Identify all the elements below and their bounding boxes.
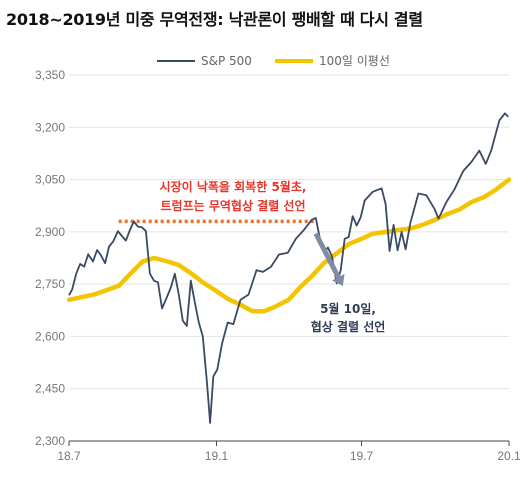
series-line-sp500	[68, 112, 509, 424]
y-tick-label: 3,200	[35, 120, 65, 134]
y-tick-label: 3,050	[35, 173, 65, 187]
y-tick-label: 3,350	[35, 68, 65, 82]
y-tick-label: 2,300	[35, 434, 65, 448]
y-tick-label: 2,450	[35, 382, 65, 396]
annotation-dark-line-2: 협상 결렬 선언	[311, 319, 386, 334]
arrow-head	[332, 273, 345, 287]
y-tick-label: 2,900	[35, 225, 65, 239]
x-tick-label: 19.7	[350, 449, 374, 463]
y-tick-label: 2,750	[35, 277, 65, 291]
y-tick-label: 2,600	[35, 329, 65, 343]
x-tick-label: 20.1	[497, 449, 521, 463]
chart-title: 2018~2019년 미중 무역전쟁: 낙관론이 팽배할 때 다시 결렬	[6, 10, 423, 29]
annotation-red-line-2: 트럼프는 무역협상 결렬 선언	[160, 198, 305, 213]
series-group	[66, 112, 512, 424]
x-tick-label: 19.1	[205, 449, 229, 463]
legend-label-ma100: 100일 이평선	[319, 54, 390, 68]
grid	[69, 74, 509, 390]
legend-label-sp500: S&P 500	[201, 54, 252, 68]
arrow-shaft	[313, 232, 341, 279]
annotation-dark-line-1: 5월 10일,	[320, 301, 376, 316]
legend: S&P 500 100일 이평선	[157, 54, 390, 68]
arrow-group	[313, 232, 345, 287]
x-tick-label: 18.7	[57, 449, 81, 463]
annotation-group: 시장이 낙폭을 회복한 5월초, 트럼프는 무역협상 결렬 선언 5월 10일, 협상…	[160, 179, 386, 334]
axis-group: 2,300 2,450 2,600 2,750 2,900 3,050 3,200 3,350…	[35, 68, 521, 463]
annotation-red-line-1: 시장이 낙폭을 회복한 5월초,	[160, 179, 307, 194]
